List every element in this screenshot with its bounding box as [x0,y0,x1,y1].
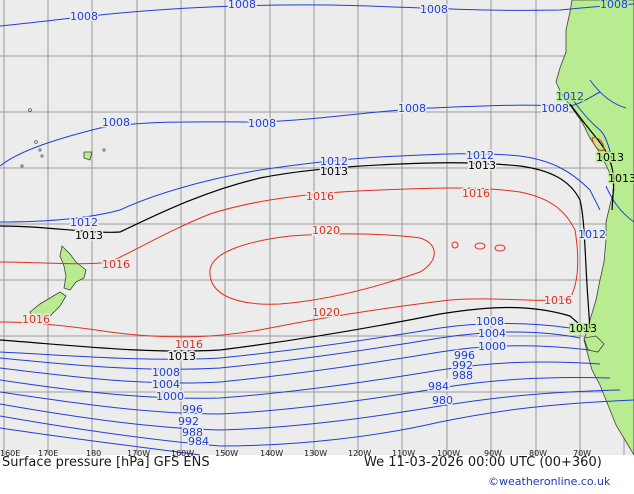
isobar-label-1008: 1008 [476,315,504,328]
isobar-label-1008: 1008 [398,102,426,115]
lon-label: 180 [86,449,101,458]
isobar-label-1012: 1012 [70,216,98,229]
isobar-label-988: 988 [452,369,473,382]
isobar-label-996: 996 [454,349,475,362]
site-credit[interactable]: ©weatheronline.co.uk [488,475,611,488]
lon-label: 80W [529,449,547,458]
isobars-1013 [0,103,615,352]
isobar-label-1020: 1020 [312,224,340,237]
new-zealand-north-island [59,245,87,291]
isobar-label-1008: 1008 [248,117,276,130]
isobar-label-1020: 1020 [312,306,340,319]
isobar-label-1016: 1016 [22,313,50,326]
lon-label: 160W [171,449,194,458]
longitude-labels: 160E 170E 180 170W 160W 150W 140W 130W 1… [0,449,591,458]
isobar-label-1000: 1000 [156,390,184,403]
isobar-label-988: 988 [182,426,203,439]
isobar-label-1004: 1004 [152,378,180,391]
isobar-label-1004: 1004 [478,327,506,340]
isobar-label-1000: 1000 [478,340,506,353]
isobar-label-992: 992 [178,415,199,428]
lon-label: 150W [215,449,238,458]
lon-label: 130W [304,449,327,458]
isobar-label-1013: 1013 [468,159,496,172]
isobar-label-1008: 1008 [600,0,628,11]
isobar-label-1016: 1016 [102,258,130,271]
isobar-label-1008: 1008 [541,102,569,115]
island-fiji [83,151,93,161]
isobar-label-1016: 1016 [462,187,490,200]
isobars-high [0,137,605,338]
isobar-label-1012: 1012 [466,149,494,162]
valid-time: We 11-03-2026 00:00 UTC (00+360) [364,455,602,470]
isobar-label-1016: 1016 [175,338,203,351]
isobar-label-984: 984 [188,435,209,448]
isobar-label-996: 996 [182,403,203,416]
isobar-label-1008: 1008 [420,3,448,16]
isobar-label-1008: 1008 [228,0,256,11]
isobar-label-1013: 1013 [168,350,196,363]
lon-label: 160E [0,449,20,458]
isobar-label-1008: 1008 [70,10,98,23]
lon-label: 110W [392,449,415,458]
lon-label: 100W [437,449,460,458]
south-america-land [555,0,634,456]
isobar-label-1013: 1013 [75,229,103,242]
isobar-label-1016: 1016 [306,190,334,203]
isobar-label-1008: 1008 [152,366,180,379]
isobar-label-1013: 1013 [596,151,624,164]
lon-label: 90W [484,449,502,458]
isobar-label-992: 992 [452,359,473,372]
isobar-label-1012: 1012 [556,90,584,103]
land [29,0,634,456]
new-zealand-south-island [29,291,67,323]
isobar-label-1013: 1013 [320,165,348,178]
isobars-low [0,3,634,456]
isobar-label-1016: 1016 [544,294,572,307]
isobar-label-980: 980 [432,394,453,407]
lon-label: 120W [348,449,371,458]
map-title: Surface pressure [hPa] GFS ENS [2,455,210,470]
islands [20,12,106,168]
isobar-label-1012: 1012 [320,155,348,168]
tierra-del-fuego [583,335,605,353]
isobar-label-1013: 1013 [608,172,634,185]
isobar-label-1008: 1008 [102,116,130,129]
isobar-label-1013: 1013 [569,322,597,335]
lon-label: 170W [127,449,150,458]
lon-label: 70W [573,449,591,458]
lon-label: 170E [38,449,58,458]
lon-label: 140W [260,449,283,458]
isobar-label-984: 984 [428,380,449,393]
isobar-label-1012: 1012 [578,228,606,241]
